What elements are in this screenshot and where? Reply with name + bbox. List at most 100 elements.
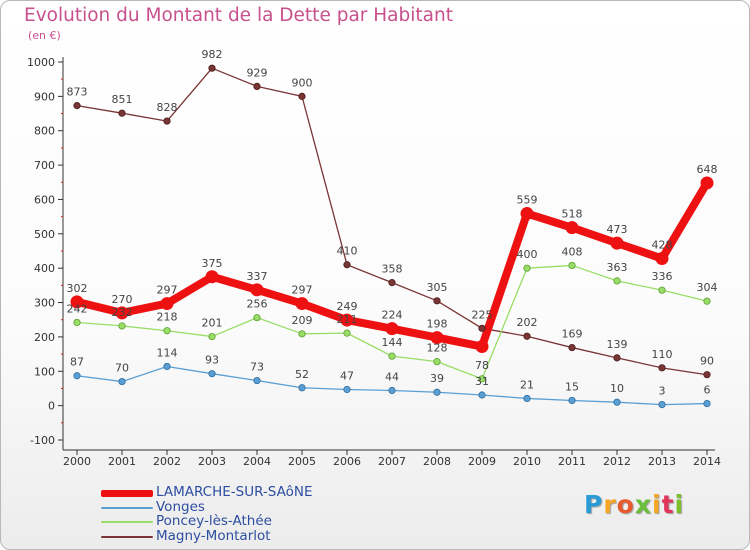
data-point [115,306,129,320]
data-label: 873 [67,86,88,99]
data-label: 256 [247,298,268,311]
data-label: 93 [205,354,219,367]
data-point [655,252,669,266]
data-label: 473 [607,223,628,236]
data-label: 302 [67,282,88,295]
data-point [118,377,126,386]
x-tick-label: 2014 [693,455,721,468]
data-point [208,370,216,378]
data-label: 410 [337,245,358,258]
data-point [163,362,171,371]
data-label: 90 [700,355,714,368]
x-tick-label: 2005 [288,455,316,468]
data-label: 982 [202,48,223,61]
data-label: 358 [382,263,403,276]
data-point [700,176,714,190]
data-label: 232 [112,306,133,319]
data-point [478,391,486,399]
data-label: 305 [427,281,448,294]
data-point [433,297,441,305]
data-point [118,322,126,330]
y-tick-label: 500 [34,228,55,241]
data-point [703,371,711,379]
data-label: 44 [385,371,399,384]
data-point [343,261,351,269]
data-point [208,332,216,341]
data-point [568,396,576,405]
unit-label: (en €) [28,29,61,42]
legend-label-poncey: Poncey-lès-Athée [156,513,272,529]
data-point [610,236,624,250]
logo-letter: i [674,490,685,519]
data-label: 363 [607,261,628,274]
logo-letter: P [584,490,604,519]
data-point [568,343,576,352]
y-tick-label: 900 [34,90,55,103]
data-label: 31 [475,375,489,388]
data-point [160,297,174,311]
data-point [73,318,81,327]
data-point [205,270,219,284]
data-point [208,64,216,72]
data-point [295,297,309,311]
data-label: 224 [382,309,403,322]
data-label: 198 [427,318,448,331]
data-point [253,82,261,90]
data-label: 3 [659,385,666,398]
x-tick-label: 2011 [558,455,586,468]
data-label: 428 [652,239,673,252]
data-point [343,329,351,337]
data-point [298,330,306,338]
data-label: 73 [250,361,264,374]
data-label: 47 [340,369,354,382]
x-tick-label: 2007 [378,455,406,468]
logo-letter: r [603,490,617,519]
data-point [523,264,531,272]
data-point [568,261,576,270]
data-label: 408 [562,245,583,258]
data-label: 297 [157,284,178,297]
y-tick-label: 600 [34,193,55,206]
data-point [478,375,486,383]
y-tick-label: 700 [34,159,55,172]
x-tick-label: 2006 [333,455,361,468]
data-point [118,109,126,117]
data-label: 39 [430,372,444,385]
data-point [388,352,396,360]
data-label: 144 [382,336,403,349]
data-point [298,384,306,392]
data-point [658,401,666,409]
data-point [163,327,171,335]
logo-letter: i [652,490,662,519]
data-point [613,354,621,362]
x-tick-label: 2013 [648,455,676,468]
x-tick-label: 2001 [108,455,136,468]
data-point [73,372,81,380]
data-label: 648 [697,163,718,176]
data-point [343,385,351,394]
data-label: 400 [517,248,538,261]
data-label: 900 [292,76,313,89]
data-point [520,207,534,221]
data-point [565,221,579,235]
data-label: 114 [157,346,178,359]
x-tick-label: 2009 [468,455,496,468]
y-tick-label: 300 [34,297,55,310]
chart-title: Evolution du Montant de la Dette par Hab… [24,5,453,26]
data-point [298,92,306,100]
data-point [658,364,666,372]
proxiti-logo: Proxiti [584,490,684,519]
data-point [385,322,399,336]
data-label: 78 [475,359,489,372]
data-label: 169 [562,328,583,341]
data-label: 6 [704,384,711,397]
x-tick-label: 2002 [153,455,181,468]
data-label: 270 [112,293,133,306]
data-label: 211 [337,313,358,326]
data-point [523,394,531,403]
logo-letter: o [616,490,635,519]
data-point [475,340,489,354]
data-label: 375 [202,257,223,270]
